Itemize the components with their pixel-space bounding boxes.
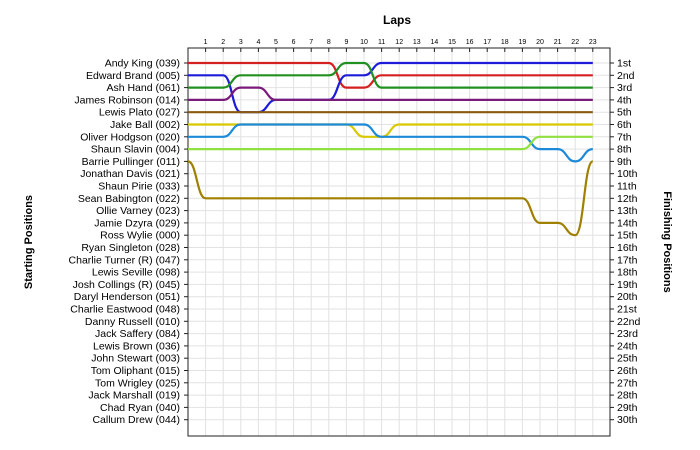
lap-tick-label: 22 [571,39,579,46]
finishing-position-label: 8th [617,144,632,156]
finishing-position-label: 16th [617,242,638,254]
finishing-position-label: 6th [617,119,632,131]
lap-tick-label: 21 [554,39,562,46]
finishing-position-label: 4th [617,94,632,106]
finishing-position-label: 26th [617,365,638,377]
starting-grid-label: Barrie Pullinger (011) [82,156,180,168]
starting-grid-label: John Stewart (003) [91,353,180,365]
finishing-position-label: 11th [617,181,637,193]
finishing-position-label: 7th [617,131,632,143]
starting-grid-label: Lewis Seville (098) [92,267,180,279]
driver-line [188,123,593,163]
finishing-position-label: 1st [617,58,631,70]
starting-grid-label: Lewis Plato (027) [99,107,180,119]
lap-tick-label: 3 [239,39,243,46]
starting-grid-label: Sean Babington (022) [78,193,180,205]
starting-grid-label: Jack Saffery (084) [95,328,180,340]
lap-tick-label: 10 [360,39,368,46]
finishing-position-label: 20th [617,291,638,303]
finishing-position-label: 12th [617,193,638,205]
finishing-position-label: 22nd [617,316,641,328]
lap-tick-label: 14 [431,39,439,46]
finishing-position-label: 10th [617,168,638,180]
finishing-position-label: 28th [617,390,638,402]
starting-grid-label: James Robinson (014) [74,94,180,106]
starting-grid-label: Ollie Varney (023) [96,205,180,217]
driver-line [188,61,593,89]
starting-grid-label: Tom Oliphant (015) [91,365,180,377]
lap-tick-label: 11 [378,39,385,46]
finishing-position-label: 17th [617,254,638,266]
lap-tick-label: 12 [395,39,403,46]
right-axis-title: Finishing Positions [661,191,673,292]
starting-grid-label: Daryl Henderson (051) [74,291,180,303]
starting-grid-label: Danny Russell (010) [85,316,180,328]
starting-grid-label: Shaun Pirie (033) [98,181,180,193]
starting-grid-labels: Andy King (039)Edward Brand (005)Ash Han… [69,58,188,426]
starting-grid-label: Charlie Eastwood (048) [70,304,180,316]
finishing-position-label: 15th [617,230,638,242]
finishing-position-label: 2nd [617,70,635,82]
finishing-position-label: 24th [617,340,638,352]
starting-grid-label: Andy King (039) [105,58,180,70]
chart-title: Laps [383,13,411,27]
finishing-position-label: 14th [617,217,638,229]
finishing-position-label: 27th [617,377,638,389]
lap-ticks: 1 2 3 4 5 6 7 8 9 10 11 12 13 14 15 16 17 18 19 20 21 22 23 [204,39,597,52]
starting-grid-label: Ash Hand (061) [106,82,180,94]
finishing-position-label: 18th [617,267,638,279]
finishing-position-label: 21st [617,304,637,316]
starting-grid-label: Oliver Hodgson (020) [80,131,180,143]
finishing-position-label: 30th [617,414,638,426]
starting-grid-label: Jonathan Davis (021) [80,168,180,180]
lap-tick-label: 9 [344,39,348,46]
lap-tick-label: 2 [221,39,225,46]
driver-line [188,123,593,138]
starting-grid-label: Ross Wylie (000) [100,230,180,242]
starting-grid-label: Jamie Dzyra (029) [94,217,180,229]
finishing-position-label: 3rd [617,82,632,94]
lap-tick-label: 1 [204,39,208,46]
finishing-position-label: 29th [617,402,638,414]
starting-grid-label: Chad Ryan (040) [100,402,180,414]
lap-tick-label: 23 [589,39,597,46]
lap-tick-label: 15 [448,39,456,46]
starting-grid-label: Callum Drew (044) [92,414,180,426]
starting-grid-label: Ryan Singleton (028) [81,242,180,254]
lap-tick-label: 5 [274,39,278,46]
lap-tick-label: 18 [501,39,509,46]
lap-tick-label: 16 [466,39,474,46]
lap-tick-label: 13 [413,39,421,46]
driver-line [188,86,593,102]
starting-grid-label: Charlie Turner (R) (047) [69,254,180,266]
lap-tick-label: 19 [519,39,527,46]
driver-line [188,61,593,89]
starting-grid-label: Shaun Slavin (004) [91,144,180,156]
grid [188,48,610,436]
starting-grid-label: Lewis Brown (036) [93,340,180,352]
finishing-position-label: 9th [617,156,632,168]
lap-tick-label: 8 [327,39,331,46]
lap-tick-label: 4 [256,39,260,46]
finishing-position-label: 19th [617,279,638,291]
lap-tick-label: 17 [483,39,491,46]
driver-line [187,160,594,237]
driver-lines [187,61,594,237]
starting-grid-label: Tom Wrigley (025) [95,377,180,389]
starting-grid-label: Edward Brand (005) [86,70,180,82]
finishing-position-label: 23rd [617,328,638,340]
finishing-position-label: 25th [617,353,638,365]
starting-grid-label: Jack Marshall (019) [88,390,180,402]
left-axis-title: Starting Positions [23,195,35,289]
finishing-position-label: 5th [617,107,632,119]
lap-tick-label: 7 [309,39,313,46]
driver-line [187,135,593,151]
starting-grid-label: Josh Collings (R) (045) [73,279,180,291]
finishing-position-labels: 1st2nd3rd4th5th6th7th8th9th10th11th12th1… [610,58,641,426]
finishing-position-label: 13th [617,205,638,217]
lap-tick-label: 20 [536,39,544,46]
starting-grid-label: Jake Ball (002) [110,119,180,131]
lap-tick-label: 6 [292,39,296,46]
